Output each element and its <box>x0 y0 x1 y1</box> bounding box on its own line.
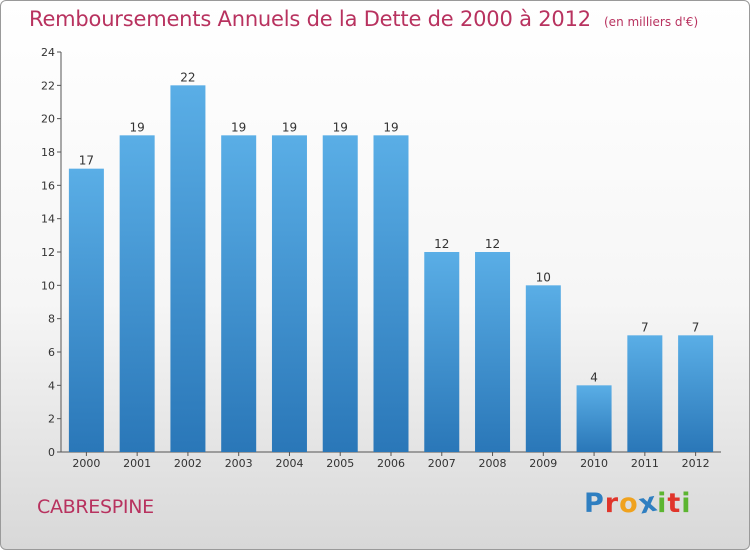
chart-title: Remboursements Annuels de la Dette de 20… <box>29 7 591 31</box>
data-label: 19 <box>231 120 246 134</box>
data-label: 7 <box>641 320 649 334</box>
data-label: 19 <box>130 120 145 134</box>
y-tick-label: 14 <box>41 213 55 226</box>
data-label: 17 <box>79 154 94 168</box>
data-label: 19 <box>383 120 398 134</box>
data-label: 12 <box>485 237 500 251</box>
y-tick-label: 0 <box>48 446 55 459</box>
logo-letter: t <box>667 488 682 519</box>
y-tick-label: 8 <box>48 313 55 326</box>
town-name: CABRESPINE <box>37 496 154 518</box>
logo-letter: o <box>619 488 639 519</box>
bar <box>119 135 155 453</box>
bar <box>221 135 257 453</box>
bars <box>68 85 714 453</box>
proxiti-logo: Proxiti <box>584 486 692 520</box>
x-tick-label: 2009 <box>529 457 557 470</box>
y-tick-label: 20 <box>41 113 55 126</box>
y-tick-label: 10 <box>41 279 55 292</box>
bar <box>373 135 409 453</box>
logo-letter: r <box>604 488 620 519</box>
y-tick-label: 16 <box>41 179 55 192</box>
x-tick-label: 2004 <box>275 457 303 470</box>
bar <box>576 385 612 452</box>
x-tick-label: 2005 <box>326 457 354 470</box>
x-tick-label: 2001 <box>123 457 151 470</box>
y-tick-label: 6 <box>48 346 55 359</box>
x-tick-label: 2003 <box>225 457 253 470</box>
x-tick-label: 2000 <box>72 457 100 470</box>
chart-unit: (en milliers d'€) <box>604 15 699 29</box>
x-tick-label: 2002 <box>174 457 202 470</box>
data-label: 12 <box>434 237 449 251</box>
y-tick-label: 4 <box>48 379 55 392</box>
bar <box>627 335 663 452</box>
y-tick-label: 22 <box>41 79 55 92</box>
x-tick-label: 2007 <box>428 457 456 470</box>
logo-letter: i <box>681 488 692 519</box>
data-label: 19 <box>333 120 348 134</box>
data-label: 19 <box>282 120 297 134</box>
data-label: 7 <box>692 320 700 334</box>
y-tick-label: 24 <box>41 46 55 59</box>
bar <box>170 85 206 452</box>
x-tick-label: 2011 <box>631 457 659 470</box>
bar <box>525 285 561 452</box>
bar <box>271 135 307 453</box>
title-line: Remboursements Annuels de la Dette de 20… <box>29 7 698 31</box>
bar <box>322 135 358 453</box>
x-tick-label: 2006 <box>377 457 405 470</box>
data-label: 10 <box>536 270 551 284</box>
bar <box>475 252 511 452</box>
logo-letter: P <box>584 488 605 519</box>
bar <box>678 335 714 452</box>
y-tick-label: 18 <box>41 146 55 159</box>
bar <box>424 252 460 452</box>
x-tick-label: 2008 <box>479 457 507 470</box>
data-label: 4 <box>590 370 598 384</box>
value-labels: 17 19 22 19 19 19 19 12 12 10 4 7 7 <box>79 70 700 384</box>
y-tick-label: 12 <box>41 246 55 259</box>
bar <box>68 168 104 452</box>
data-label: 22 <box>180 70 195 84</box>
x-tick-label: 2010 <box>580 457 608 470</box>
x-tick-label: 2012 <box>682 457 710 470</box>
y-tick-label: 2 <box>48 413 55 426</box>
logo-letter: i <box>657 488 668 519</box>
